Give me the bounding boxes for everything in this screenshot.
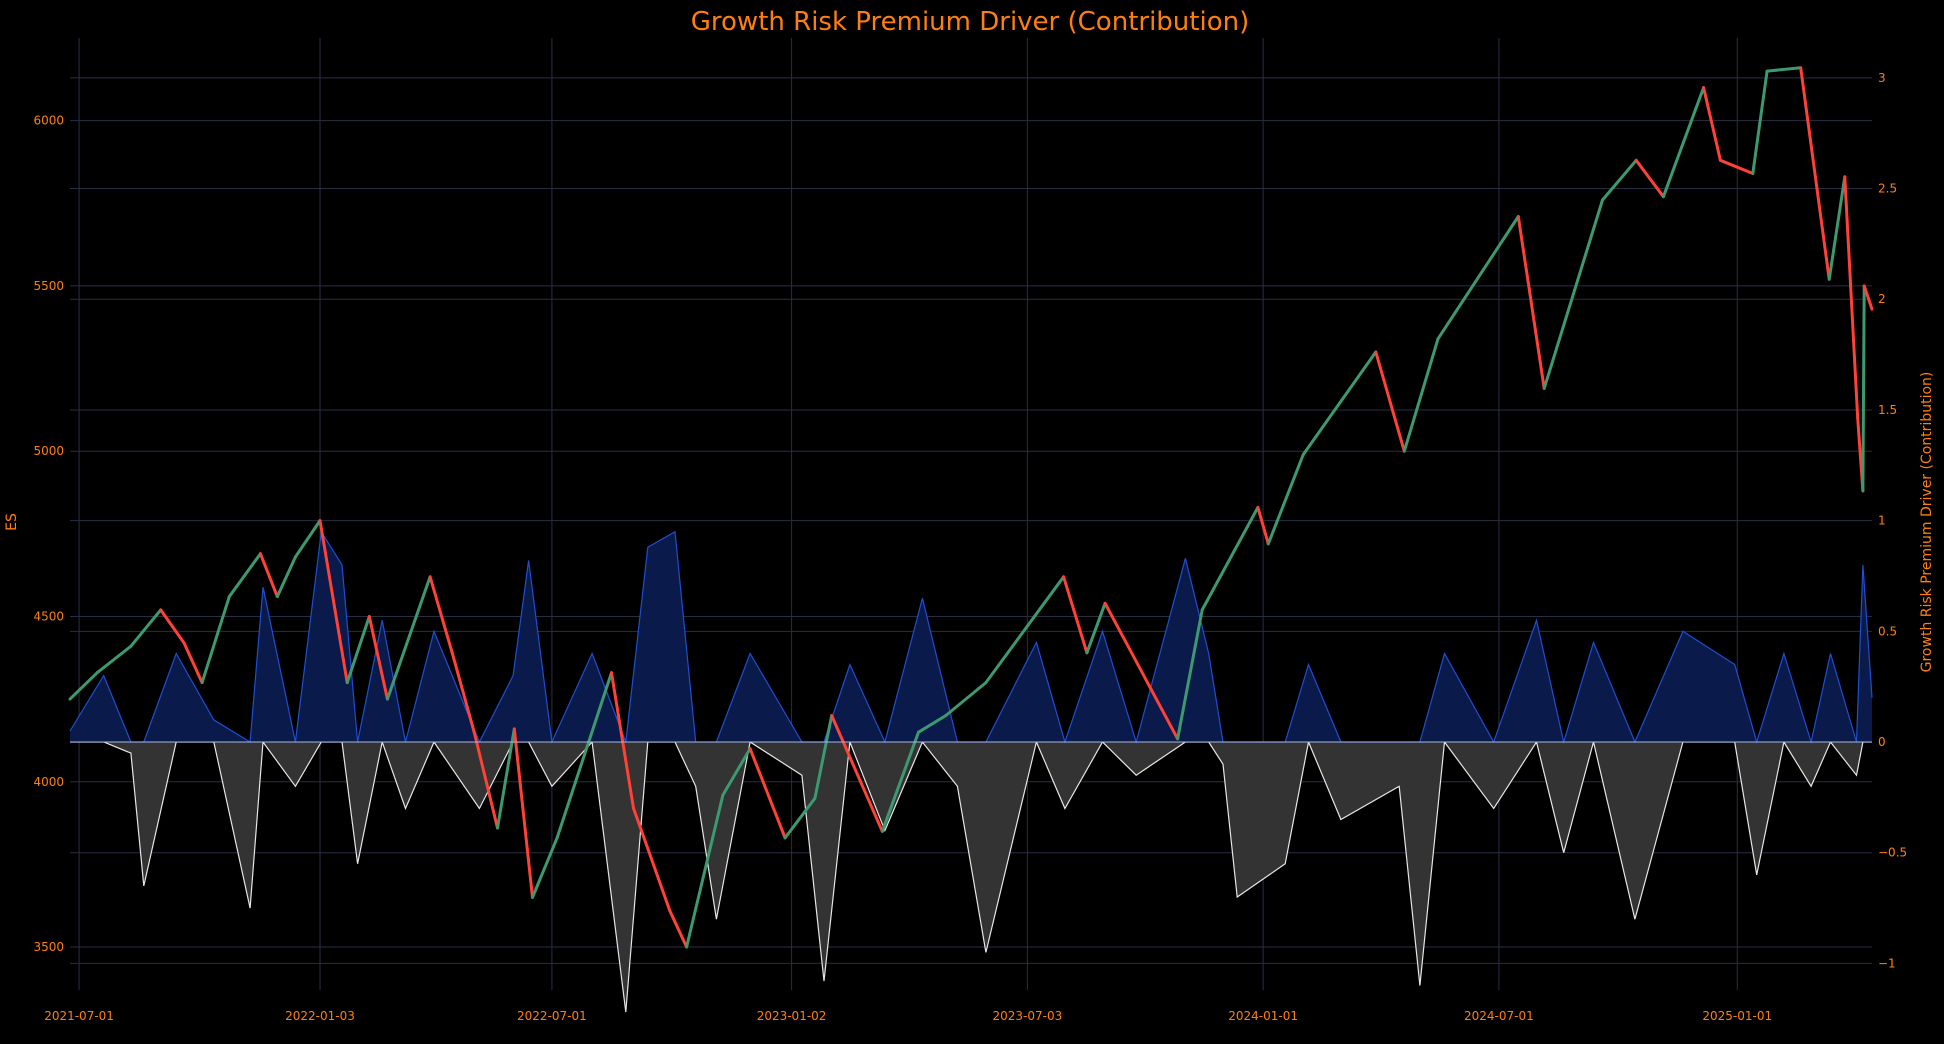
price-segment-15: [428, 575, 454, 655]
price-segment-56: [1827, 175, 1847, 281]
x-tick-label-3: 2023-01-02: [757, 1009, 827, 1023]
price-segment-24: [668, 909, 689, 949]
price-segment-19: [512, 727, 534, 899]
price-segment-25: [685, 793, 725, 949]
price-segment-57: [1843, 175, 1860, 420]
price-segment-18: [496, 727, 516, 830]
right-tick-label-0: −1: [1878, 956, 1896, 970]
x-tick-label-6: 2024-07-01: [1464, 1009, 1534, 1023]
positive-contribution-area: [70, 531, 1872, 743]
price-segment-54: [1765, 66, 1803, 73]
price-segment-20: [531, 836, 559, 899]
right-tick-label-2: 0: [1878, 735, 1886, 749]
price-segment-45: [1436, 215, 1520, 341]
left-axis-ticks: 3500 4000 4500 5000 5500 6000: [33, 114, 64, 954]
price-segment-11: [318, 519, 349, 685]
x-tick-label-7: 2025-01-01: [1702, 1009, 1772, 1023]
price-segment-12: [345, 615, 371, 685]
price-segment-44: [1402, 337, 1440, 453]
left-tick-label-2: 4500: [33, 609, 64, 623]
x-tick-label-0: 2021-07-01: [44, 1009, 114, 1023]
price-segment-42: [1301, 350, 1378, 456]
price-segment-35: [1062, 575, 1089, 655]
price-segment-32: [917, 714, 948, 734]
price-segment-10: [293, 519, 322, 559]
price-segment-50: [1661, 86, 1706, 199]
price-segment-13: [367, 615, 389, 701]
price-segment-60: [1862, 284, 1874, 311]
right-tick-label-3: 0.5: [1878, 624, 1897, 638]
price-segment-26: [721, 747, 752, 797]
price-segment-5: [182, 641, 204, 685]
left-tick-label-1: 4000: [33, 775, 64, 789]
price-segment-21: [555, 671, 613, 840]
x-tick-label-5: 2024-01-01: [1228, 1009, 1298, 1023]
right-tick-label-8: 3: [1878, 71, 1886, 85]
left-tick-label-0: 3500: [33, 940, 64, 954]
price-segment-30: [830, 714, 884, 833]
price-segment-28: [783, 796, 817, 840]
negative-contribution-area: [70, 742, 1872, 1013]
right-tick-label-4: 1: [1878, 514, 1886, 528]
left-tick-label-3: 5000: [33, 444, 64, 458]
price-segment-6: [200, 595, 231, 685]
price-segment-55: [1799, 66, 1831, 281]
right-tick-label-7: 2.5: [1878, 182, 1897, 196]
price-segment-46: [1516, 215, 1546, 390]
right-tick-label-1: −0.5: [1878, 846, 1907, 860]
price-segment-4: [159, 608, 186, 645]
price-segment-53: [1751, 69, 1769, 175]
price-segment-38: [1176, 608, 1204, 741]
right-tick-label-5: 1.5: [1878, 403, 1897, 417]
price-segment-47: [1542, 198, 1604, 390]
x-tick-label-4: 2023-07-03: [992, 1009, 1062, 1023]
price-segment-17: [472, 730, 499, 830]
price-segment-1: [68, 671, 99, 701]
price-segment-23: [632, 806, 672, 913]
price-segment-29: [813, 714, 834, 800]
positive-contribution-series: [69, 529, 1873, 745]
right-axis-ticks: −1 −0.5 0 0.5 1 1.5 2 2.5 3: [1878, 71, 1907, 971]
price-segment-48: [1601, 158, 1638, 202]
x-tick-label-1: 2022-01-03: [285, 1009, 355, 1023]
left-tick-label-4: 5500: [33, 279, 64, 293]
price-segment-9: [275, 555, 297, 599]
price-segment-41: [1266, 453, 1305, 546]
left-axis-label: ES: [4, 513, 20, 531]
chart-title: Growth Risk Premium Driver (Contribution…: [691, 7, 1249, 37]
price-segment-2: [95, 644, 133, 675]
price-segment-49: [1634, 158, 1665, 199]
negative-contribution-series: [70, 739, 1872, 1013]
price-segment-51: [1702, 86, 1722, 162]
price-segment-34: [984, 575, 1066, 685]
price-segment-22: [610, 671, 635, 810]
price-segment-27: [748, 747, 787, 840]
positive-contribution-line: [69, 529, 1873, 745]
left-tick-label-5: 6000: [33, 114, 64, 128]
price-segment-37: [1103, 601, 1180, 741]
price-segment-33: [944, 681, 988, 718]
x-axis-ticks: 2021-07-01 2022-01-03 2022-07-01 2023-01-02…: [44, 1009, 1772, 1023]
price-segment-43: [1374, 350, 1406, 453]
es-price-series: [68, 66, 1874, 949]
price-segment-14: [385, 575, 432, 701]
price-segment-52: [1718, 158, 1755, 175]
price-segment-31: [880, 730, 920, 833]
price-segment-40: [1256, 505, 1270, 546]
price-segment-16: [450, 651, 476, 734]
price-segment-59: [1861, 284, 1866, 493]
price-segment-7: [227, 552, 262, 599]
x-tick-label-2: 2022-07-01: [517, 1009, 587, 1023]
price-segment-39: [1200, 505, 1260, 612]
price-segment-36: [1085, 601, 1107, 655]
price-segment-8: [258, 552, 279, 599]
right-tick-label-6: 2: [1878, 292, 1886, 306]
price-segment-3: [129, 608, 163, 648]
right-axis-label: Growth Risk Premium Driver (Contribution…: [1919, 372, 1935, 673]
